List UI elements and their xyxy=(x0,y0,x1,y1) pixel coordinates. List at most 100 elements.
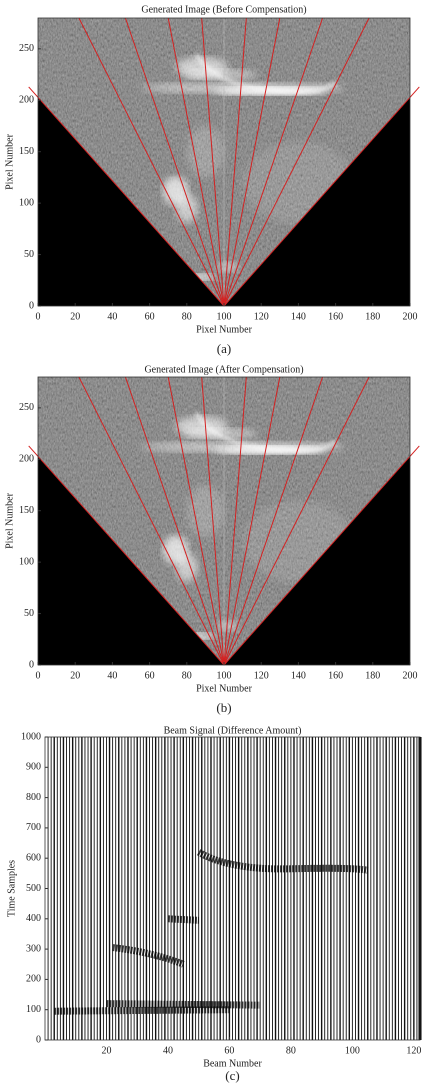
y-tick-label: 600 xyxy=(26,852,41,863)
x-axis-label: Pixel Number xyxy=(196,324,252,335)
x-tick-label: 80 xyxy=(182,670,192,681)
chart-title: Beam Signal (Difference Amount) xyxy=(164,725,302,736)
x-tick-label: 40 xyxy=(163,1045,173,1056)
panel: 0 20 40 60 80 100 120 140 160 180 200 0 50 100 150 200 2… xyxy=(4,364,420,715)
y-tick-label: 300 xyxy=(26,943,41,954)
x-tick-label: 100 xyxy=(345,1045,360,1056)
x-tick-label: 60 xyxy=(145,670,155,681)
echo xyxy=(186,125,224,178)
beam-line xyxy=(223,376,247,666)
x-tick-label: 20 xyxy=(101,1045,111,1056)
echo xyxy=(175,552,198,582)
beam-line xyxy=(28,86,225,307)
y-tick-label: 200 xyxy=(26,974,41,985)
y-tick-label: 400 xyxy=(26,913,41,924)
y-tick-label: 0 xyxy=(29,659,34,670)
beam-line xyxy=(223,17,370,307)
x-tick-label: 0 xyxy=(36,311,41,322)
x-tick-label: 200 xyxy=(403,311,418,322)
beam-line xyxy=(223,17,247,307)
y-tick-label: 1000 xyxy=(21,731,41,742)
x-tick-label: 160 xyxy=(328,670,343,681)
beam-line xyxy=(223,376,324,666)
y-tick-label: 50 xyxy=(24,608,34,619)
echo-band xyxy=(112,944,185,968)
echo-band xyxy=(54,1006,230,1015)
x-tick-label: 140 xyxy=(291,670,306,681)
x-axis-label: Pixel Number xyxy=(196,683,252,694)
chart-title: Generated Image (After Compensation) xyxy=(144,364,303,375)
y-tick-label: 250 xyxy=(19,43,34,54)
y-tick-label: 0 xyxy=(36,1034,41,1045)
x-tick-label: 20 xyxy=(70,311,80,322)
y-tick-label: 200 xyxy=(19,95,34,106)
x-tick-label: 60 xyxy=(145,311,155,322)
beam-line xyxy=(28,445,225,666)
echo xyxy=(216,261,239,273)
echo-streak xyxy=(194,412,337,452)
caption: (a) xyxy=(217,341,231,356)
x-tick-label: 80 xyxy=(182,311,192,322)
echo xyxy=(216,620,239,632)
x-tick-label: 40 xyxy=(107,670,117,681)
echo xyxy=(186,485,224,537)
beam-line xyxy=(223,376,281,666)
y-tick-label: 100 xyxy=(19,197,34,208)
beam-line xyxy=(223,17,281,307)
x-tick-label: 40 xyxy=(107,311,117,322)
y-tick-label: 500 xyxy=(26,883,41,894)
x-tick-label: 20 xyxy=(70,670,80,681)
panel: 20 40 60 80 100 120 0 100 200 300 400 500 600 700 800 9… xyxy=(6,725,422,1083)
y-tick-label: 50 xyxy=(24,249,34,260)
echo-band xyxy=(167,915,199,924)
echo-streak xyxy=(194,53,337,93)
y-tick-label: 800 xyxy=(26,792,41,803)
x-tick-label: 120 xyxy=(254,670,269,681)
echo-band xyxy=(196,849,369,874)
beam-line xyxy=(223,376,370,666)
chart-title: Generated Image (Before Compensation) xyxy=(141,4,306,15)
y-axis-label: Pixel Number xyxy=(4,492,15,548)
y-axis-label: Time Samples xyxy=(6,860,17,917)
x-tick-label: 200 xyxy=(403,670,418,681)
x-axis-label: Beam Number xyxy=(203,1058,262,1069)
beam-line xyxy=(78,17,225,307)
beam-line xyxy=(78,376,225,666)
beam-line xyxy=(223,86,420,307)
x-tick-label: 120 xyxy=(254,311,269,322)
x-tick-label: 180 xyxy=(365,311,380,322)
beam-line xyxy=(167,17,225,307)
x-tick-label: 180 xyxy=(365,670,380,681)
y-tick-label: 100 xyxy=(26,1004,41,1015)
panel: 0 20 40 60 80 100 120 140 160 180 200 0 50 100 150 200 2… xyxy=(4,4,420,356)
caption: (c) xyxy=(225,1068,239,1083)
x-tick-label: 100 xyxy=(217,311,232,322)
x-tick-label: 100 xyxy=(217,670,232,681)
x-tick-label: 120 xyxy=(406,1045,421,1056)
y-tick-label: 150 xyxy=(19,505,34,516)
y-tick-label: 900 xyxy=(26,762,41,773)
echo xyxy=(175,193,198,223)
y-tick-label: 250 xyxy=(19,402,34,413)
y-tick-label: 0 xyxy=(29,300,34,311)
echo-band xyxy=(106,1000,261,1009)
echo xyxy=(183,69,258,80)
y-tick-label: 100 xyxy=(19,556,34,567)
beam-line xyxy=(124,17,225,307)
beam-line xyxy=(223,17,324,307)
x-tick-label: 0 xyxy=(36,670,41,681)
x-tick-label: 140 xyxy=(291,311,306,322)
echo xyxy=(183,428,258,439)
beam-line xyxy=(201,376,225,666)
y-tick-label: 700 xyxy=(26,822,41,833)
y-axis-label: Pixel Number xyxy=(4,133,15,189)
beam-line xyxy=(201,17,225,307)
caption: (b) xyxy=(216,700,231,715)
beam-line xyxy=(223,445,420,666)
x-tick-label: 80 xyxy=(286,1045,296,1056)
x-tick-label: 160 xyxy=(328,311,343,322)
beam-line xyxy=(124,376,225,666)
x-tick-label: 60 xyxy=(224,1045,234,1056)
